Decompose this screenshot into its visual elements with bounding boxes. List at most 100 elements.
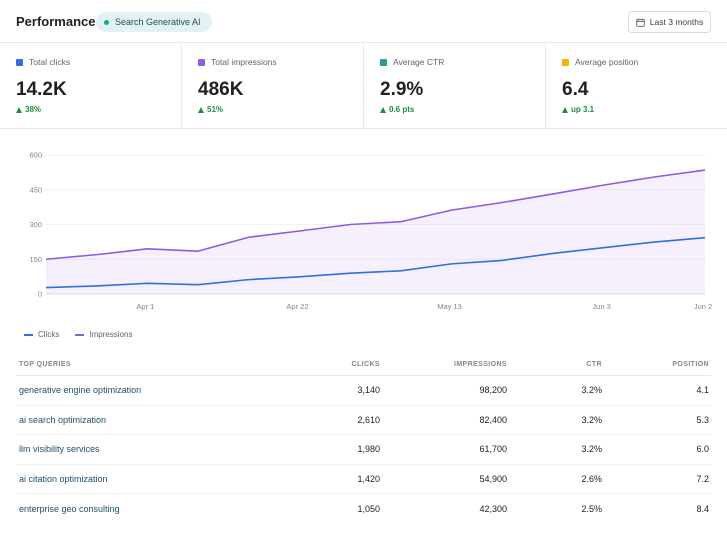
x-tick-label: Jun 2 (694, 302, 712, 311)
legend-label: Clicks (38, 330, 60, 339)
legend-label: Impressions (89, 330, 133, 339)
table-row[interactable]: ai search optimization 2,610 82,400 3.2%… (16, 406, 711, 436)
query-cell[interactable]: enterprise geo consulting (19, 504, 120, 515)
impressions-area (46, 170, 705, 294)
ctr-cell: 3.2% (581, 444, 602, 455)
metric-label: Average position (575, 57, 639, 67)
metric-label-row: Total impressions (198, 57, 277, 67)
metric-value: 14.2K (16, 79, 67, 100)
position-cell: 4.1 (696, 385, 709, 396)
metric-delta: 51% (198, 105, 223, 114)
top-queries-table: TOP QUERIES CLICKS IMPRESSIONS CTR POSIT… (16, 354, 711, 524)
table-header: TOP QUERIES CLICKS IMPRESSIONS CTR POSIT… (16, 354, 711, 376)
series-line-impressions (45, 169, 706, 261)
y-tick-label: 450 (29, 185, 42, 194)
y-tick-label: 0 (38, 290, 42, 299)
position-cell: 7.2 (696, 474, 709, 485)
badge-dot-icon (104, 19, 109, 25)
clicks-line-icon (24, 333, 33, 336)
performance-chart: 0 150 300 450 600 Apr 1 Apr 22 May 13 Jun 3 Jun 2 (0, 140, 727, 318)
ctr-cell: 2.5% (581, 504, 602, 515)
metric-value: 6.4 (562, 79, 589, 100)
badge-label: Search Generative AI (115, 17, 201, 27)
clicks-color-square-icon (16, 58, 23, 66)
clicks-cell: 2,610 (357, 414, 380, 425)
metric-card-impressions[interactable]: Total impressions 486K 51% (182, 43, 364, 129)
metric-delta-value: up 3.1 (571, 105, 595, 114)
clicks-cell: 1,050 (357, 504, 380, 515)
arrow-up-icon (562, 106, 568, 113)
impressions-cell: 61,700 (479, 444, 507, 455)
chart-legend: Clicks Impressions (24, 330, 148, 339)
metric-label-row: Average CTR (380, 57, 444, 67)
query-cell[interactable]: ai citation optimization (19, 474, 108, 485)
metric-value: 2.9% (380, 79, 424, 100)
x-tick-label: May 13 (437, 302, 462, 311)
clicks-cell: 3,140 (357, 385, 380, 396)
y-tick-label: 600 (29, 151, 42, 160)
position-cell: 8.4 (696, 504, 709, 515)
table-row[interactable]: generative engine optimization 3,140 98,… (16, 376, 711, 406)
legend-item-impressions[interactable]: Impressions (75, 330, 132, 339)
metric-delta-value: 51% (207, 105, 224, 114)
query-cell[interactable]: llm visibility services (19, 444, 100, 455)
page-header: Performance Search Generative AI Last 3 … (0, 0, 727, 43)
metric-card-clicks[interactable]: Total clicks 14.2K 38% (0, 43, 182, 129)
ctr-cell: 2.6% (581, 474, 602, 485)
x-tick-label: Apr 22 (286, 302, 308, 311)
ctr-color-square-icon (380, 58, 387, 66)
column-header-clicks[interactable]: CLICKS (351, 361, 380, 368)
column-header-position[interactable]: POSITION (672, 361, 709, 368)
x-tick-label: Apr 1 (136, 302, 154, 311)
metrics-row: Total clicks 14.2K 38% Total impressions… (0, 43, 727, 129)
metric-label: Total clicks (29, 57, 71, 67)
impressions-color-square-icon (198, 58, 205, 66)
clicks-cell: 1,980 (357, 444, 380, 455)
metric-delta: up 3.1 (562, 105, 594, 114)
metric-card-ctr[interactable]: Average CTR 2.9% 0.6 pts (364, 43, 546, 129)
metric-delta-value: 38% (25, 105, 42, 114)
legend-item-clicks[interactable]: Clicks (24, 330, 59, 339)
metric-label: Average CTR (393, 57, 445, 67)
metric-label-row: Total clicks (16, 57, 70, 67)
calendar-icon (636, 17, 645, 27)
series-line-clicks (45, 236, 706, 289)
arrow-up-icon (380, 106, 386, 113)
metric-delta: 0.6 pts (380, 105, 414, 114)
position-color-square-icon (562, 58, 569, 66)
position-cell: 5.3 (696, 414, 709, 425)
impressions-cell: 82,400 (479, 414, 507, 425)
chart-canvas: 0 150 300 450 600 Apr 1 Apr 22 May 13 Jun 3 Jun 2 (29, 151, 712, 312)
y-tick-label: 300 (29, 220, 42, 229)
impressions-cell: 98,200 (479, 385, 507, 396)
arrow-up-icon (16, 106, 22, 113)
metric-delta-value: 0.6 pts (389, 105, 415, 114)
metric-card-position[interactable]: Average position 6.4 up 3.1 (546, 43, 727, 129)
arrow-up-icon (198, 106, 204, 113)
table-row[interactable]: llm visibility services 1,980 61,700 3.2… (16, 435, 711, 465)
metric-label: Total impressions (211, 57, 277, 67)
impressions-cell: 54,900 (479, 474, 507, 485)
metric-delta: 38% (16, 105, 41, 114)
ctr-cell: 3.2% (581, 414, 602, 425)
column-header-impressions[interactable]: IMPRESSIONS (453, 361, 507, 368)
impressions-cell: 42,300 (479, 504, 507, 515)
date-range-label: Last 3 months (649, 17, 704, 27)
clicks-cell: 1,420 (357, 474, 380, 485)
position-cell: 6.0 (696, 444, 709, 455)
table-row[interactable]: enterprise geo consulting 1,050 42,300 2… (16, 494, 711, 524)
x-tick-label: Jun 3 (592, 302, 610, 311)
search-type-badge[interactable]: Search Generative AI (96, 12, 212, 32)
ctr-cell: 3.2% (581, 385, 602, 396)
column-header-query[interactable]: TOP QUERIES (19, 361, 71, 368)
page-title: Performance (16, 14, 96, 29)
date-range-button[interactable]: Last 3 months (628, 11, 711, 33)
impressions-line-icon (75, 333, 85, 336)
query-cell[interactable]: ai search optimization (19, 414, 107, 425)
metric-label-row: Average position (562, 57, 638, 67)
metric-value: 486K (198, 79, 244, 100)
column-header-ctr[interactable]: CTR (586, 361, 602, 368)
table-row[interactable]: ai citation optimization 1,420 54,900 2.… (16, 465, 711, 495)
query-cell[interactable]: generative engine optimization (19, 385, 142, 396)
y-tick-label: 150 (29, 255, 42, 264)
